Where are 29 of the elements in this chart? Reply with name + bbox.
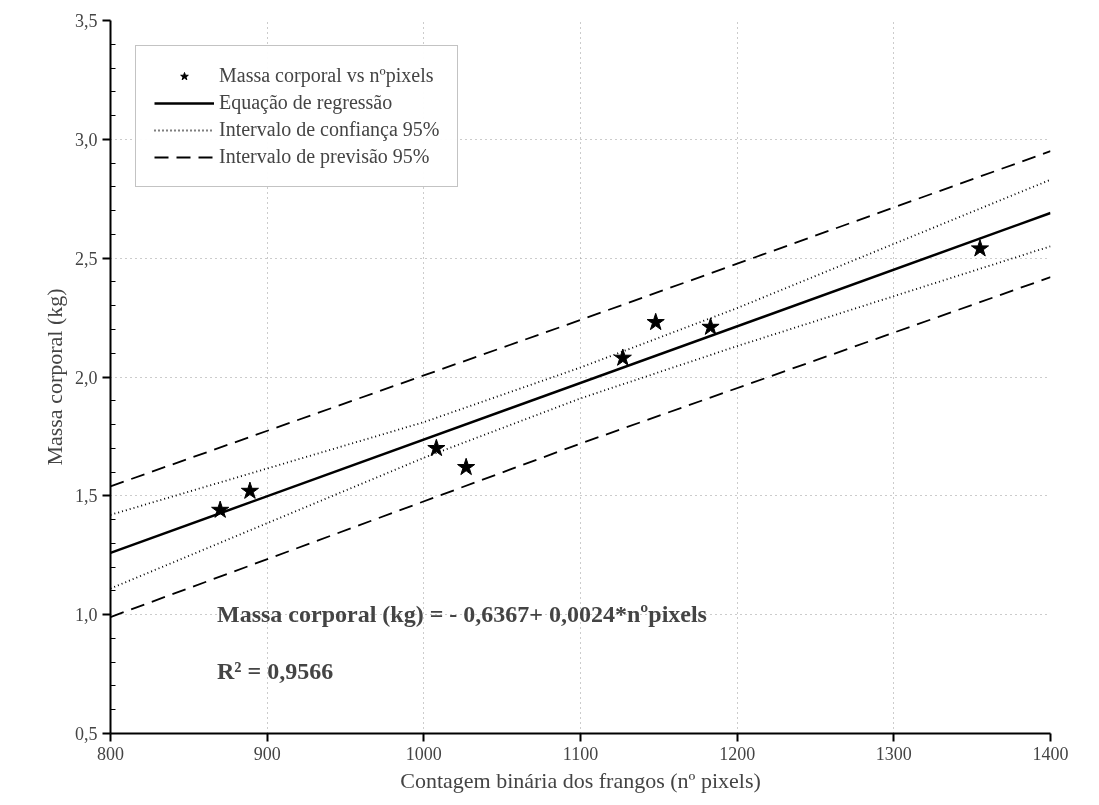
point [701, 317, 720, 335]
point [613, 348, 632, 366]
annotation: Massa corporal (kg) = - 0,6367+ 0,0024*nºpixels [217, 600, 707, 627]
x-tick-label: 1000 [405, 743, 442, 764]
x-tick-label: 1300 [875, 743, 912, 764]
legend-label: Intervalo de previsão 95% [219, 145, 430, 168]
x-tick-label: 1100 [562, 743, 599, 764]
y-tick-label: 3,0 [75, 129, 98, 150]
x-tick-label: 1400 [1032, 743, 1069, 764]
point [970, 239, 990, 257]
legend-label: Massa corporal vs nºpixels [219, 64, 434, 87]
legend-label: Equação de regressão [219, 91, 393, 114]
y-tick-label: 1,5 [75, 486, 98, 507]
legend-label: Intervalo de confiança 95% [219, 118, 440, 141]
point [240, 481, 259, 499]
y-tick-label: 2,0 [75, 367, 98, 388]
y-tick-label: 2,5 [75, 248, 98, 269]
point [427, 438, 446, 457]
annotation: R² = 0,9566 [217, 657, 334, 684]
y-tick-label: 3,5 [75, 11, 98, 31]
y-axis-title: Massa corporal (kg) [42, 288, 67, 466]
y-tick-label: 0,5 [75, 724, 98, 744]
x-axis-title: Contagem binária dos frangos (nº pixels) [400, 767, 761, 793]
x-tick-label: 1200 [719, 743, 756, 764]
point [457, 457, 476, 476]
point [646, 312, 665, 331]
y-tick-label: 1,0 [75, 605, 98, 626]
x-tick-label: 800 [97, 743, 124, 764]
x-tick-label: 900 [253, 743, 281, 764]
